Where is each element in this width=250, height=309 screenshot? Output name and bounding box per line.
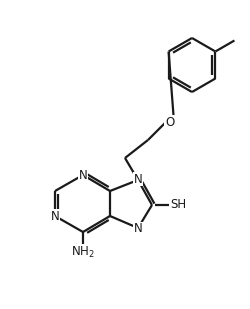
Text: N: N: [79, 168, 88, 181]
Text: O: O: [166, 116, 174, 129]
Text: N: N: [134, 222, 142, 235]
Text: NH$_2$: NH$_2$: [71, 244, 95, 260]
Text: N: N: [134, 172, 142, 185]
Text: SH: SH: [170, 198, 186, 211]
Text: N: N: [51, 210, 59, 222]
